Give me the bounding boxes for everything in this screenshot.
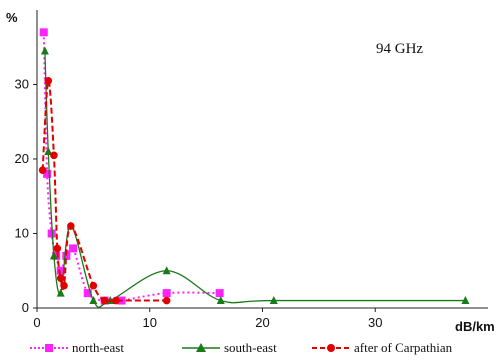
data-point [53, 244, 62, 253]
data-point [56, 288, 65, 297]
y-axis-label: % [6, 10, 18, 25]
legend-swatch-after-of-carpathian [312, 344, 350, 352]
x-axis-label: dB/km [455, 319, 495, 334]
x-tick-label: 20 [255, 315, 269, 330]
data-point [52, 251, 61, 260]
data-point [39, 28, 48, 37]
data-point [47, 229, 56, 238]
data-point [215, 289, 224, 298]
legend-swatch-south-east [182, 343, 220, 352]
legend-item-after-of-carpathian: after of Carpathian [312, 340, 452, 356]
legend-label-after-of-carpathian: after of Carpathian [354, 340, 453, 355]
legend-label-south-east: south-east [224, 340, 277, 355]
data-point [216, 296, 225, 305]
legend: north-east south-east after of Carpathia… [0, 340, 502, 360]
data-point [40, 46, 49, 55]
y-tick-labels: 0 10 20 30 [15, 77, 37, 315]
data-point [60, 281, 68, 290]
y-tick-label: 10 [15, 226, 29, 241]
frequency-annotation: 94 GHz [376, 41, 423, 57]
data-point [461, 296, 470, 305]
data-point [38, 166, 47, 174]
x-tick-label: 10 [143, 315, 157, 330]
series-line-north-east [42, 32, 220, 303]
legend-swatch-north-east [30, 344, 68, 352]
data-point [62, 251, 71, 260]
series-line-south-east [44, 50, 466, 308]
y-tick-label: 30 [15, 77, 29, 92]
data-point [49, 251, 58, 260]
data-point [89, 281, 98, 290]
chart: 0 10 20 30 0 10 20 30 % dB/km 94 GHz [6, 10, 495, 334]
data-point [269, 296, 278, 305]
data-point [89, 296, 98, 305]
x-tick-label: 0 [33, 315, 40, 330]
data-point [50, 151, 58, 160]
legend-item-south-east: south-east [182, 340, 277, 356]
y-tick-label: 0 [22, 300, 29, 315]
data-point [100, 296, 109, 305]
x-tick-labels: 0 10 20 30 [33, 308, 382, 330]
data-point [162, 266, 171, 275]
data-point [44, 147, 53, 156]
data-point [112, 296, 120, 305]
data-point [56, 266, 65, 275]
y-tick-label: 20 [15, 151, 29, 166]
legend-label-north-east: north-east [72, 340, 124, 355]
data-point [162, 296, 171, 305]
series-after-of-carpathian [38, 76, 171, 305]
legend-item-north-east: north-east [30, 340, 124, 356]
series-south-east [40, 46, 470, 308]
data-point [67, 222, 75, 230]
x-tick-label: 30 [368, 315, 382, 330]
data-point [44, 76, 53, 85]
series-layer [38, 28, 470, 308]
data-point [43, 169, 52, 178]
series-north-east [39, 28, 224, 305]
data-point [83, 289, 92, 298]
data-point [162, 289, 171, 298]
data-point [69, 244, 78, 253]
data-point [56, 274, 65, 283]
